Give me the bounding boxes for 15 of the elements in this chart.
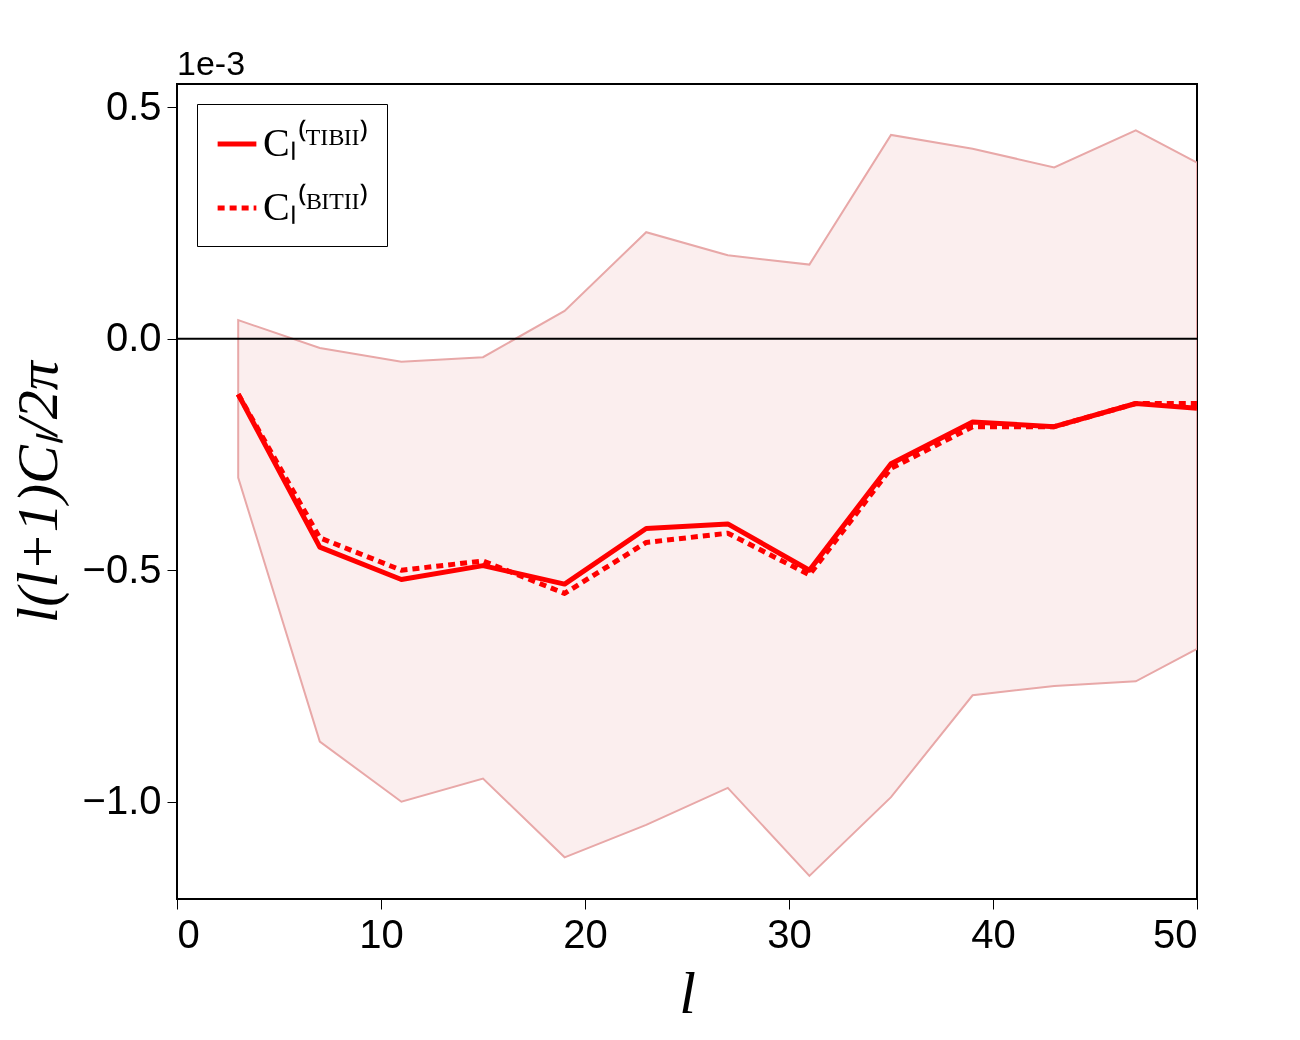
x-tick-label: 10	[359, 911, 404, 956]
x-tick-label: 40	[971, 911, 1016, 956]
y-tick-label: 0.5	[105, 83, 162, 128]
y-tick-label: −0.5	[82, 546, 162, 591]
x-tick-label: 0	[177, 911, 200, 956]
text: 1e-3	[177, 44, 246, 82]
y-tick-label: −1.0	[82, 778, 162, 823]
y-axis-title: l(l+1)Cₗ/2π	[4, 359, 70, 623]
x-tick-label: 30	[767, 911, 812, 956]
x-tick-label: 20	[563, 911, 608, 956]
x-tick-label: 50	[1153, 911, 1198, 956]
x-axis-title: l	[679, 959, 696, 1026]
legend-label: Cₗ⁽ᵀᴵᴮᴵᴵ⁾	[263, 119, 369, 165]
y-tick-label: 0.0	[105, 315, 162, 360]
legend-label: Cₗ⁽ᴮᴵᵀᴵᴵ⁾	[263, 183, 369, 229]
